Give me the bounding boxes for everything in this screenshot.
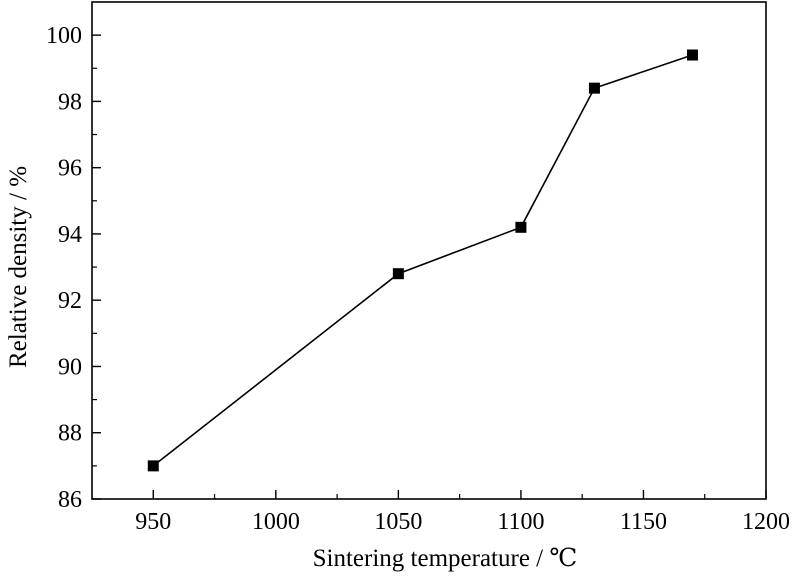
tick-labels: 86 88 90 92 94 96 98 100 950 1000 1050 1100 1150 1200 [46,23,790,535]
axis-ticks [92,34,767,500]
x-tick-label: 1050 [374,509,422,535]
x-tick-label: 1000 [252,509,300,535]
x-axis-title: Sintering temperature / ℃ [313,545,578,572]
y-tick-label: 92 [58,288,82,314]
series-line [152,54,693,467]
y-tick-label: 100 [46,23,82,49]
data-point [515,221,527,233]
data-point [147,460,159,472]
y-tick-label: 90 [58,354,82,380]
data-point [392,268,404,280]
plot-frame [91,1,767,500]
data-point [686,49,698,61]
y-tick-label: 88 [58,421,82,447]
x-tick-label: 1100 [497,509,544,535]
y-tick-label: 86 [58,487,82,513]
x-tick-label: 1150 [620,509,667,535]
y-tick-label: 98 [58,89,82,115]
series-layer [147,49,698,472]
data-point [588,82,600,94]
y-tick-label: 94 [58,222,82,248]
y-tick-label: 96 [58,156,82,182]
x-tick-label: 950 [135,509,171,535]
y-axis-title: Relative density / % [5,166,32,368]
x-tick-label: 1200 [742,509,790,535]
